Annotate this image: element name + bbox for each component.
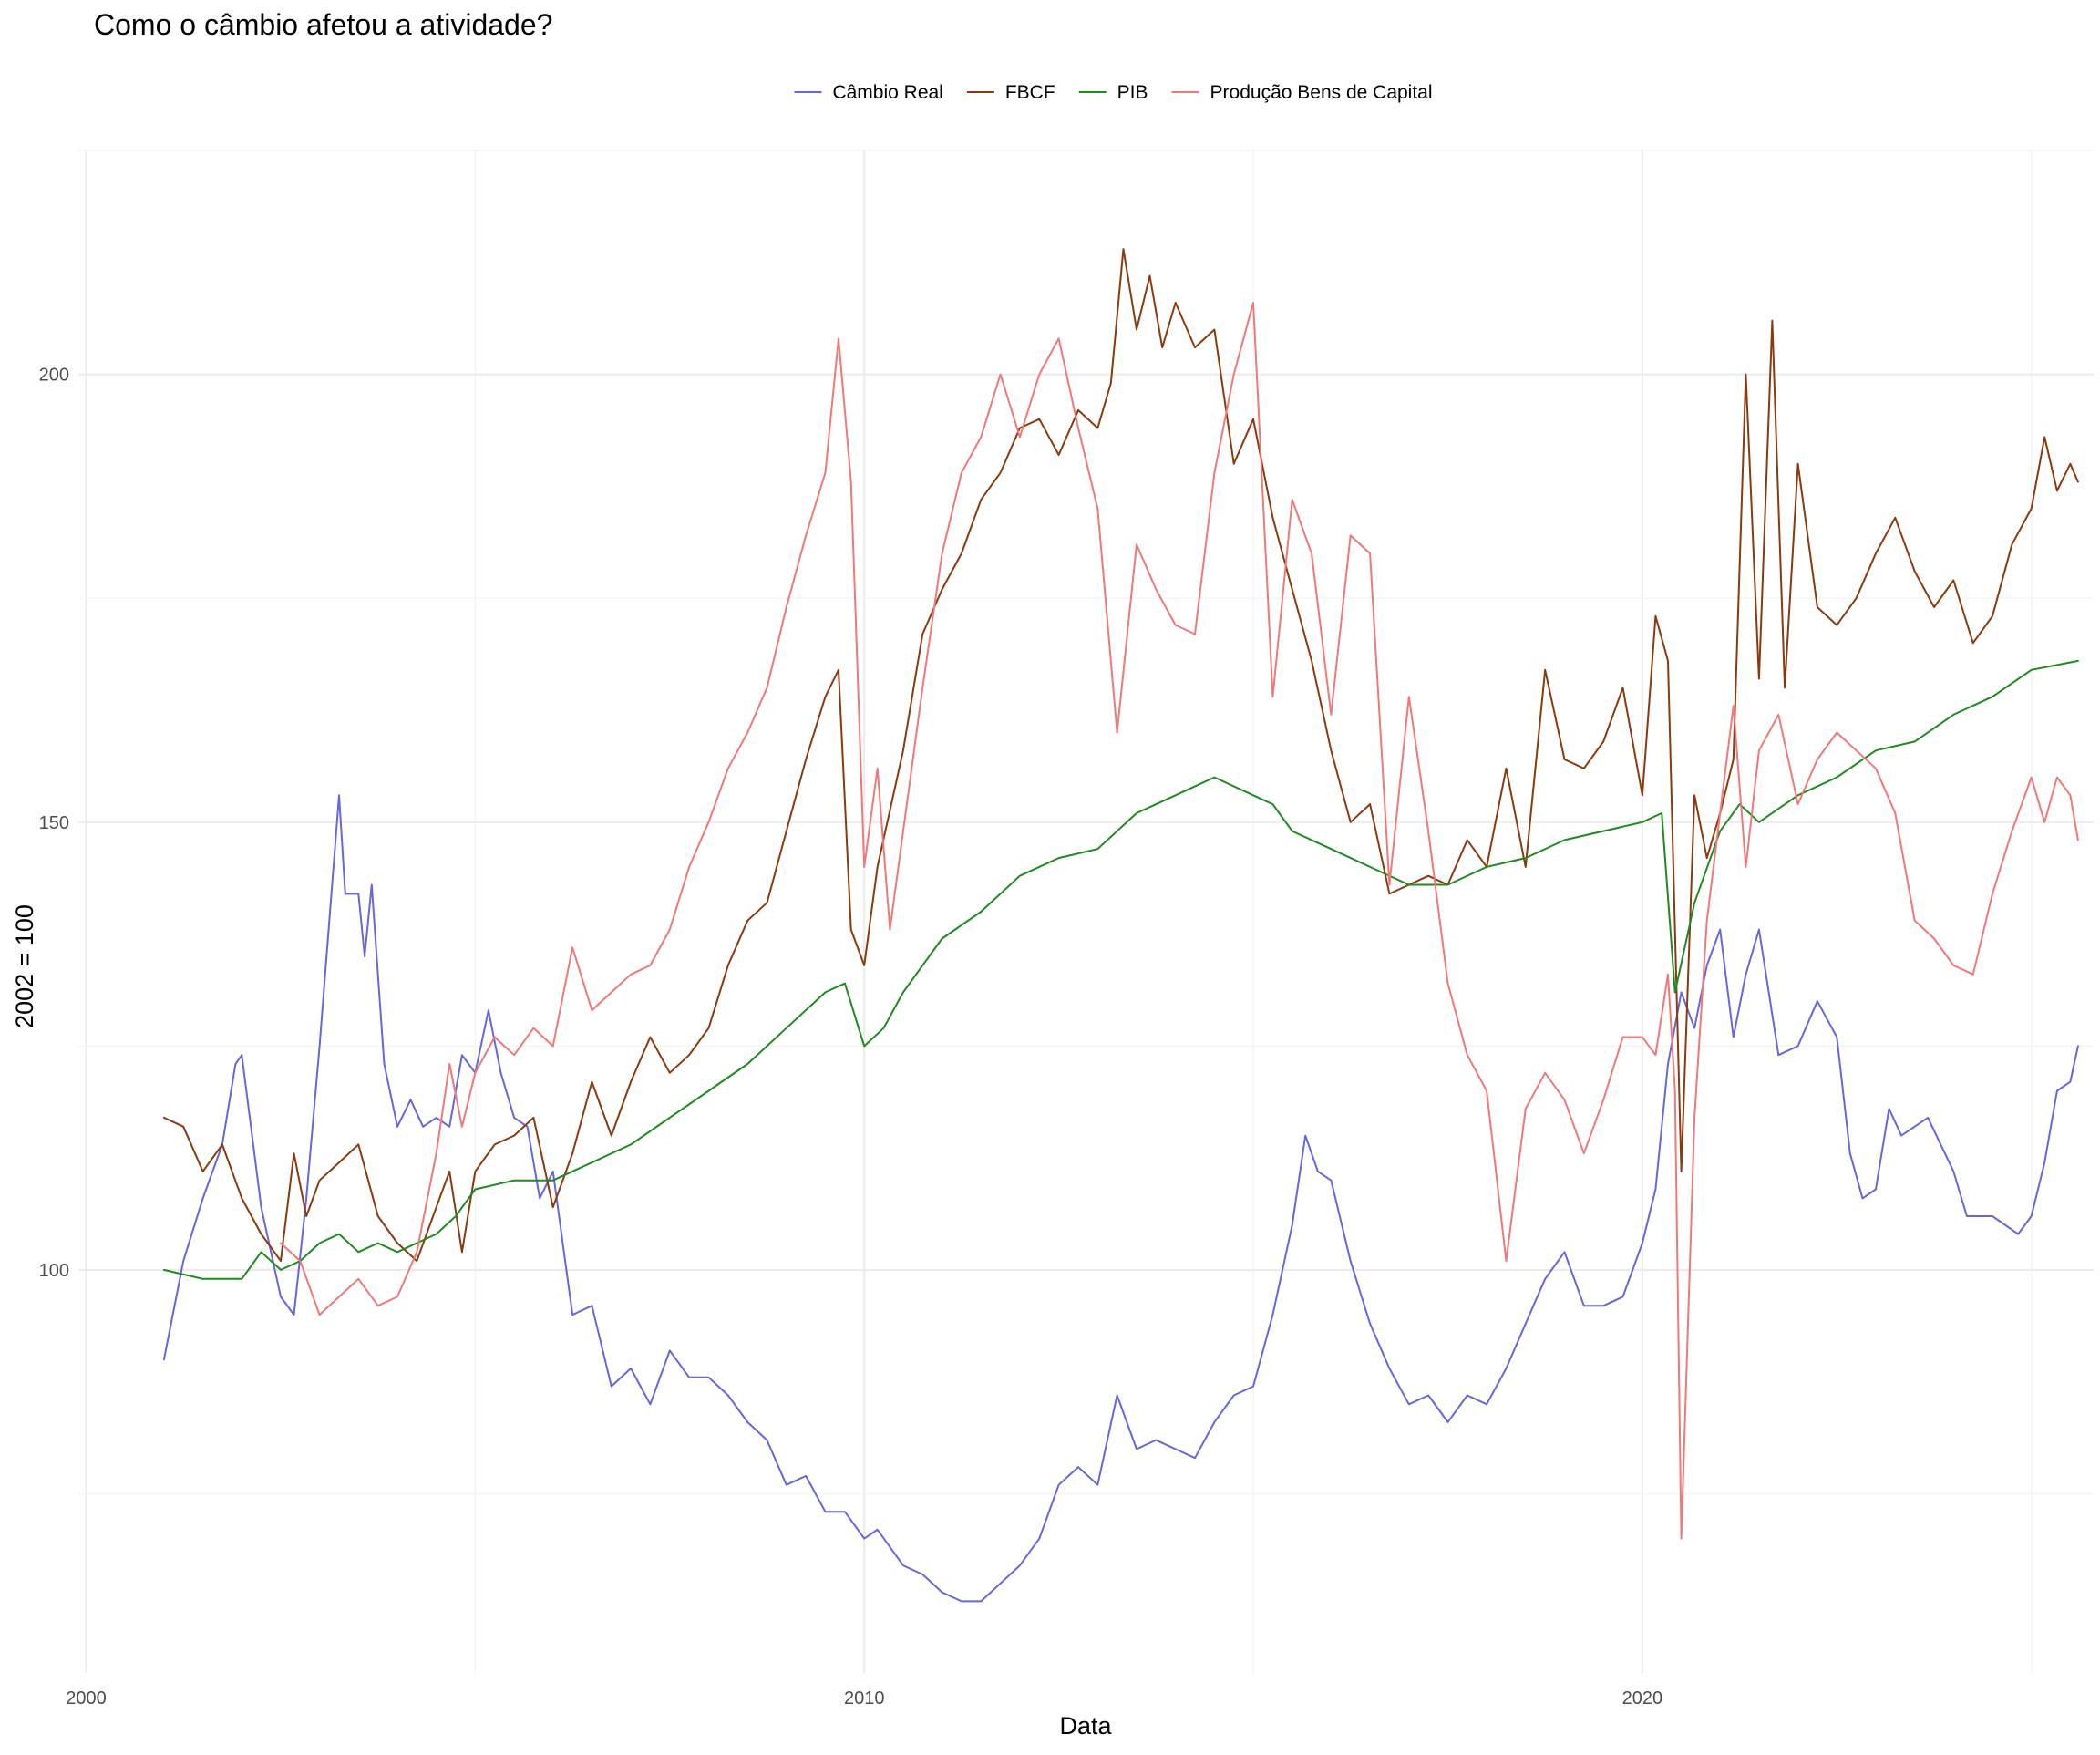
legend-label-pib: PIB — [1117, 82, 1148, 103]
y-axis-title: 2002 = 100 — [11, 904, 38, 1028]
legend-label-cambio-real: Câmbio Real — [832, 82, 942, 103]
tick-labels: 2000 2010 2020 100 150 200 — [39, 366, 1662, 1709]
x-tick-label: 2020 — [1622, 1688, 1663, 1709]
series-line-producao-bens-de-capital — [280, 302, 2079, 1540]
legend-label-producao-bens-de-capital: Produção Bens de Capital — [1210, 82, 1433, 103]
series-line-fbcf — [162, 248, 2079, 1263]
x-tick-label: 2010 — [844, 1688, 885, 1709]
y-tick-label: 150 — [39, 813, 69, 833]
legend: Câmbio Real FBCF PIB Produção Bens de Capit… — [794, 82, 1433, 103]
y-tick-label: 100 — [39, 1261, 69, 1281]
x-tick-label: 2000 — [66, 1688, 107, 1709]
x-axis-title: Data — [1059, 1712, 1112, 1740]
legend-label-fbcf: FBCF — [1005, 82, 1055, 103]
grid — [78, 150, 2094, 1673]
series-line-cambio-real — [162, 794, 2079, 1603]
series-lines — [162, 248, 2079, 1603]
chart-title: Como o câmbio afetou a atividade? — [94, 8, 552, 41]
y-tick-label: 200 — [39, 366, 69, 386]
